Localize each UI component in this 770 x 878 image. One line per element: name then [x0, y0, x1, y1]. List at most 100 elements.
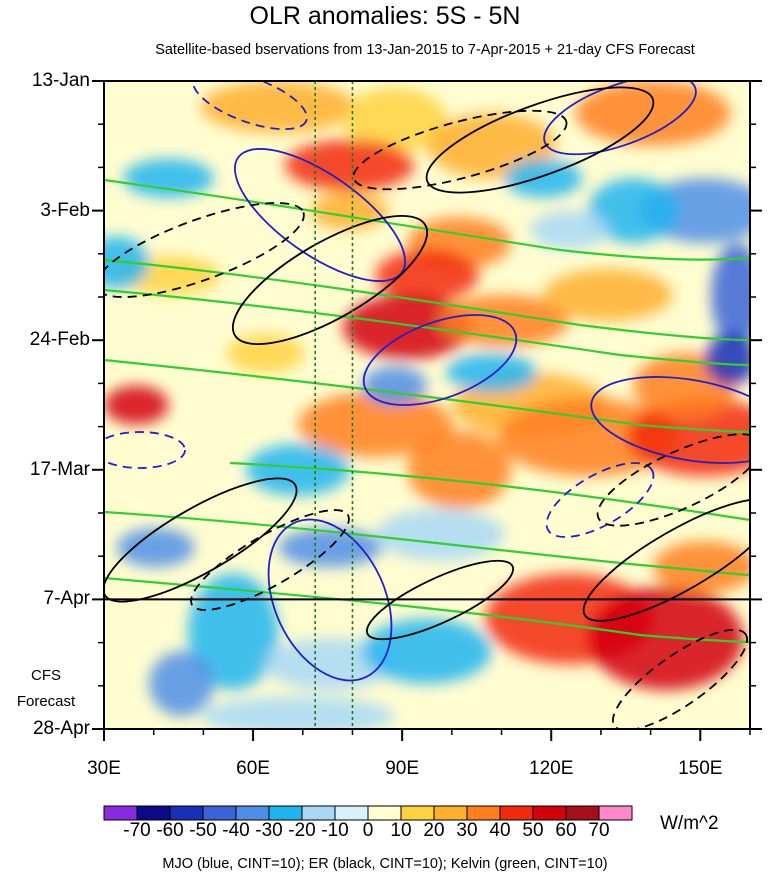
y-tick-label: 17-Mar — [29, 458, 90, 480]
er-contour — [231, 215, 429, 345]
olr-anomaly-field — [104, 81, 750, 729]
colorbar-swatch — [367, 805, 402, 821]
colorbar-tick-label: -40 — [222, 820, 250, 841]
colorbar-swatch — [235, 805, 270, 821]
plot-axes — [92, 80, 762, 741]
anomaly-patch — [278, 528, 382, 567]
wave-contours — [104, 81, 750, 729]
er-contour — [596, 433, 750, 527]
mjo-contour — [543, 81, 697, 156]
colorbar-swatch — [565, 805, 600, 821]
colorbar-tick-label: 10 — [390, 820, 412, 841]
x-tick-label: 30E — [87, 758, 121, 779]
anomaly-patch — [375, 249, 479, 302]
colorbar-tick-label: -30 — [255, 820, 283, 841]
anomaly-patch — [588, 178, 679, 244]
er-contour — [366, 559, 514, 641]
anomaly-patch — [362, 366, 428, 405]
colorbar-tick-label: 40 — [489, 820, 511, 841]
anomaly-patch — [446, 353, 537, 393]
anomaly-patch — [407, 430, 511, 509]
anomaly-patch — [653, 541, 750, 593]
mjo-contour — [590, 376, 750, 464]
contour-legend-text: MJO (blue, CINT=10); ER (black, CINT=10)… — [162, 856, 608, 872]
anomaly-patch — [104, 385, 169, 425]
colorbar-swatch — [301, 805, 336, 821]
x-tick-label: 120E — [529, 758, 574, 779]
er-contour — [425, 86, 655, 194]
plot-frame — [103, 80, 751, 730]
cfs-forecast-label: CFS Forecast — [16, 667, 76, 710]
mjo-contour — [545, 462, 655, 538]
kelvin-contour — [229, 461, 750, 522]
chart-title: OLR anomalies: 5S - 5N — [249, 2, 521, 30]
colorbar-tick-label: 50 — [522, 820, 544, 841]
colorbar-tick-label: 0 — [362, 820, 374, 841]
anomaly-patch — [200, 696, 395, 729]
colorbar-tick-label: 60 — [555, 820, 577, 841]
colorbar-tick-label: -60 — [156, 820, 184, 841]
anomaly-patch — [504, 158, 583, 198]
colorbar-swatch — [433, 805, 468, 821]
x-tick-label: 150E — [678, 758, 723, 779]
anomaly-patch — [297, 392, 453, 457]
kelvin-contour — [104, 510, 750, 577]
anomaly-patch — [575, 81, 731, 146]
anomaly-patch — [116, 528, 195, 567]
colorbar-swatch — [268, 805, 303, 821]
anomaly-patch — [588, 586, 744, 691]
er-contour — [582, 498, 750, 622]
anomaly-patch — [375, 508, 505, 561]
mjo-contour — [104, 431, 186, 469]
colorbar — [103, 805, 633, 821]
kelvin-contour — [104, 358, 750, 434]
y-tick-label: 3-Feb — [40, 199, 90, 221]
anomaly-patch — [704, 333, 750, 386]
er-contour — [190, 509, 350, 611]
anomaly-patch — [711, 243, 750, 347]
anomaly-patch — [246, 443, 350, 496]
colorbar-tick-label: -10 — [321, 820, 349, 841]
anomaly-patch — [530, 210, 608, 250]
y-tick-label: 28-Apr — [32, 718, 90, 739]
y-tick-label: 24-Feb — [29, 329, 90, 351]
colorbar-swatch — [334, 805, 369, 821]
anomaly-patch — [343, 87, 447, 153]
kelvin-contour — [104, 258, 750, 342]
anomaly-patch — [149, 651, 214, 717]
colorbar-swatch — [598, 805, 633, 821]
x-tick-label: 90E — [385, 758, 420, 779]
colorbar-swatch — [169, 805, 204, 821]
colorbar-tick-label: 30 — [456, 820, 478, 841]
chart-subtitle: Satellite-based bservations from 13-Jan-… — [155, 42, 695, 58]
kelvin-contour — [104, 288, 750, 367]
anomaly-patch — [543, 268, 673, 321]
x-tick-label: 60E — [236, 758, 270, 779]
colorbar-swatch — [499, 805, 534, 821]
colorbar-swatch — [202, 805, 237, 821]
colorbar-swatch — [103, 805, 138, 821]
mjo-contour — [192, 81, 308, 131]
colorbar-swatch — [400, 805, 435, 821]
colorbar-tick-label: -50 — [189, 820, 217, 841]
anomaly-patch — [284, 139, 415, 192]
colorbar-tick-label: 20 — [423, 820, 445, 841]
mjo-contour — [234, 148, 406, 282]
er-contour — [612, 628, 748, 729]
anomaly-patch — [123, 158, 214, 198]
anomaly-patch — [343, 294, 473, 360]
anomaly-patch — [627, 398, 750, 477]
y-tick-label: 13-Jan — [31, 70, 90, 91]
mjo-contour — [267, 518, 393, 682]
anomaly-patch — [362, 618, 492, 684]
anomaly-patch — [498, 398, 679, 477]
colorbar-tick-label: 70 — [588, 820, 610, 841]
er-contour — [352, 109, 568, 191]
mjo-contour — [362, 314, 518, 406]
anomaly-patch — [187, 573, 279, 691]
colorbar-tick-label: -20 — [288, 820, 316, 841]
colorbar-units: W/m^2 — [660, 813, 719, 834]
y-tick-label: 7-Apr — [43, 588, 90, 610]
kelvin-contour — [104, 178, 750, 261]
